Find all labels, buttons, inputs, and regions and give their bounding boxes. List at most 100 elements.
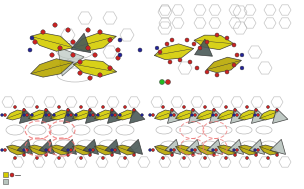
- Circle shape: [41, 30, 45, 34]
- Circle shape: [47, 149, 50, 152]
- Polygon shape: [130, 108, 145, 123]
- Polygon shape: [19, 108, 35, 123]
- Polygon shape: [73, 110, 92, 120]
- Circle shape: [168, 60, 172, 64]
- Circle shape: [212, 153, 216, 156]
- Polygon shape: [260, 110, 278, 120]
- Circle shape: [28, 48, 32, 52]
- Circle shape: [88, 149, 92, 151]
- Circle shape: [97, 114, 99, 116]
- Polygon shape: [39, 139, 54, 154]
- Circle shape: [160, 80, 164, 84]
- Circle shape: [246, 156, 248, 160]
- Circle shape: [50, 53, 54, 57]
- Circle shape: [232, 43, 236, 47]
- Circle shape: [233, 153, 237, 156]
- Polygon shape: [74, 33, 116, 51]
- Circle shape: [111, 114, 113, 116]
- Polygon shape: [218, 145, 237, 155]
- Polygon shape: [207, 139, 223, 154]
- Circle shape: [140, 114, 143, 116]
- Circle shape: [123, 156, 126, 160]
- Polygon shape: [73, 60, 117, 77]
- Circle shape: [233, 108, 237, 112]
- Polygon shape: [105, 139, 121, 154]
- Polygon shape: [249, 139, 264, 154]
- Circle shape: [257, 114, 260, 116]
- Circle shape: [275, 153, 278, 156]
- Circle shape: [192, 42, 196, 46]
- Circle shape: [149, 114, 151, 116]
- Circle shape: [246, 105, 248, 108]
- Circle shape: [236, 149, 239, 152]
- Polygon shape: [73, 145, 92, 155]
- Circle shape: [1, 149, 3, 151]
- Polygon shape: [197, 145, 216, 155]
- Circle shape: [57, 105, 60, 108]
- Circle shape: [267, 105, 270, 108]
- Circle shape: [212, 108, 216, 112]
- Circle shape: [215, 149, 217, 152]
- Circle shape: [33, 40, 37, 44]
- Polygon shape: [251, 108, 267, 123]
- Circle shape: [118, 53, 122, 57]
- Circle shape: [80, 156, 82, 160]
- Circle shape: [133, 153, 136, 156]
- Circle shape: [98, 73, 102, 77]
- Polygon shape: [31, 33, 73, 51]
- Circle shape: [123, 105, 126, 108]
- Circle shape: [47, 114, 50, 116]
- Circle shape: [44, 153, 47, 156]
- Circle shape: [233, 114, 235, 116]
- Circle shape: [188, 60, 192, 64]
- Circle shape: [74, 114, 78, 116]
- Polygon shape: [197, 110, 216, 120]
- Circle shape: [108, 66, 112, 70]
- Circle shape: [110, 108, 113, 112]
- Circle shape: [170, 149, 172, 151]
- Circle shape: [67, 108, 70, 112]
- Circle shape: [215, 33, 219, 37]
- Circle shape: [44, 108, 47, 112]
- Polygon shape: [228, 139, 244, 154]
- Circle shape: [13, 156, 16, 160]
- Circle shape: [45, 149, 47, 151]
- Circle shape: [149, 149, 151, 151]
- Circle shape: [78, 71, 82, 75]
- Circle shape: [88, 114, 92, 116]
- Circle shape: [224, 156, 227, 160]
- Circle shape: [151, 149, 154, 152]
- Circle shape: [102, 105, 105, 108]
- Polygon shape: [270, 139, 285, 154]
- Circle shape: [26, 149, 29, 152]
- Circle shape: [22, 108, 26, 112]
- Polygon shape: [154, 44, 194, 60]
- Circle shape: [170, 38, 174, 42]
- Polygon shape: [176, 110, 194, 120]
- Circle shape: [240, 53, 244, 57]
- Circle shape: [235, 53, 239, 57]
- Circle shape: [182, 156, 185, 160]
- Polygon shape: [155, 110, 173, 120]
- Circle shape: [80, 105, 82, 108]
- Circle shape: [78, 60, 82, 64]
- Polygon shape: [209, 108, 225, 123]
- Circle shape: [93, 53, 97, 57]
- FancyBboxPatch shape: [3, 172, 8, 177]
- Circle shape: [13, 105, 16, 108]
- Polygon shape: [64, 108, 79, 123]
- Polygon shape: [85, 108, 101, 123]
- Polygon shape: [50, 145, 69, 155]
- Polygon shape: [107, 108, 123, 123]
- Circle shape: [108, 38, 112, 42]
- Polygon shape: [155, 145, 173, 155]
- Circle shape: [203, 156, 206, 160]
- Polygon shape: [29, 110, 47, 120]
- Polygon shape: [17, 139, 33, 154]
- Circle shape: [254, 114, 256, 116]
- Circle shape: [66, 28, 70, 32]
- Circle shape: [1, 114, 3, 116]
- Circle shape: [113, 149, 116, 152]
- Circle shape: [194, 149, 196, 152]
- Polygon shape: [127, 139, 143, 154]
